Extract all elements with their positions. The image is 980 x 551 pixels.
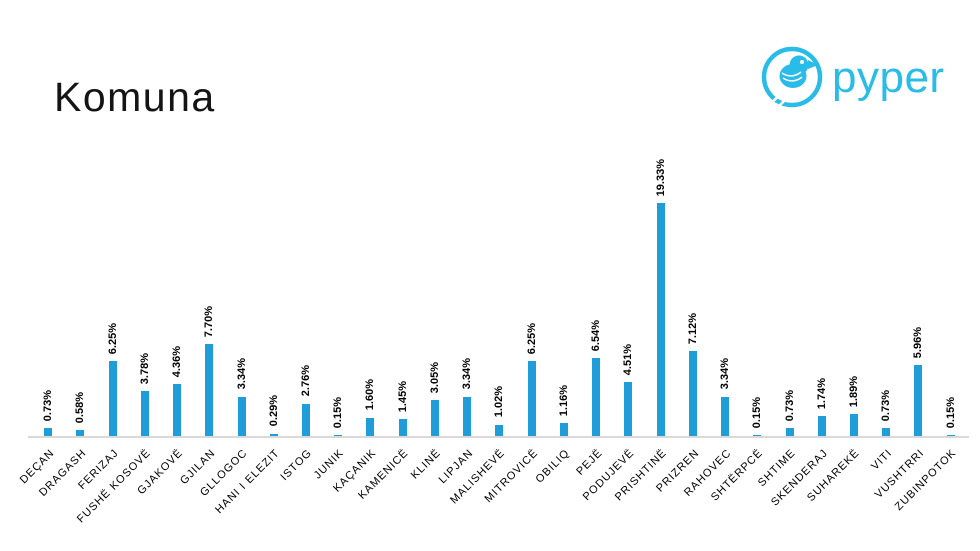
bar xyxy=(269,433,278,437)
bar-column: 19.33% PRISHTINË xyxy=(613,140,676,504)
category-label: ISTOG xyxy=(278,447,315,484)
bar-value-label: 0.29% xyxy=(267,395,280,427)
bar xyxy=(527,361,536,437)
category-label: PEJË xyxy=(573,447,605,478)
bar-column: 7.12% PRIZREN xyxy=(654,140,709,495)
bar xyxy=(688,350,697,437)
bird-icon xyxy=(761,55,818,112)
bar xyxy=(914,364,923,437)
bar-column: 1.89% SUHAREKË xyxy=(806,140,870,504)
bar xyxy=(366,417,375,437)
bar xyxy=(430,400,439,437)
bar xyxy=(721,396,730,437)
bar xyxy=(624,382,633,437)
bar-column: 4.36% GJAKOVË xyxy=(135,140,193,497)
bar-value-label: 1.16% xyxy=(557,384,570,416)
bar-column: 6.25% FERIZAJ xyxy=(76,140,128,492)
bar-value-label: 3.78% xyxy=(138,353,151,385)
bar-column: 6.54% PEJË xyxy=(574,140,612,478)
bar-chart-plot-area: 0.73% DEÇAN 0.58% DRAGASH 6.25% FERIZAJ 3.78% F… xyxy=(17,140,967,526)
bar-column: 1.16% OBILIQ xyxy=(534,140,580,486)
bar xyxy=(817,415,826,437)
page-title: Komuna xyxy=(54,74,216,120)
bar-column: 0.73% DEÇAN xyxy=(17,140,64,486)
bar xyxy=(205,343,214,437)
bar-value-label: 3.05% xyxy=(428,361,441,394)
bar-value-label: 0.15% xyxy=(751,396,764,429)
bar-value-label: 1.60% xyxy=(364,379,377,411)
bar-column: 3.34% GLLOGOC xyxy=(198,140,257,499)
bar-value-label: 2.76% xyxy=(299,365,312,397)
bar-value-label: 0.15% xyxy=(944,396,957,429)
bar xyxy=(495,424,504,437)
bar xyxy=(463,396,472,437)
logo-circle xyxy=(761,46,823,108)
bar-value-label: 4.36% xyxy=(171,346,183,378)
bar-value-label: 1.74% xyxy=(815,377,828,409)
bar-column: 5.96% VUSHTRRI xyxy=(873,140,934,501)
bar-value-label: 5.96% xyxy=(912,326,925,358)
bar-column: 0.73% VITI xyxy=(869,140,902,473)
bar xyxy=(849,414,858,437)
bar-value-label: 0.58% xyxy=(74,391,87,423)
bar xyxy=(237,396,246,437)
bar-column: 6.25% MITROVICË xyxy=(482,140,548,505)
bar-column: 1.60% KAÇANIK xyxy=(331,140,386,494)
bar-value-label: 1.02% xyxy=(493,386,506,418)
bar xyxy=(44,428,53,437)
bar-column: 0.58% DRAGASH xyxy=(37,140,96,499)
bar xyxy=(882,428,891,437)
bar-value-label: 6.54% xyxy=(590,319,603,351)
bar xyxy=(398,419,407,437)
bar-value-label: 3.34% xyxy=(718,358,731,390)
bar xyxy=(140,391,149,437)
bar-column: 4.51% PODUJEVË xyxy=(581,140,644,503)
bar-column: 0.15% JUNIK xyxy=(312,140,354,482)
bar xyxy=(592,357,601,437)
bar-column: 3.34% RAHOVEC xyxy=(682,140,741,499)
bar-column: 0.15% SHTËRPCË xyxy=(709,140,773,504)
bar-value-label: 6.25% xyxy=(525,323,538,355)
category-label: ZUBINPOTOK xyxy=(893,447,960,513)
pyper-logo: pyper xyxy=(761,46,945,112)
bar-column: 2.76% ISTOG xyxy=(278,140,322,483)
bar-column: 0.73% SHTIME xyxy=(756,140,805,489)
bar xyxy=(559,422,568,437)
bar xyxy=(785,428,794,437)
bar-column: 3.78% FUSHË KOSOVË xyxy=(75,140,161,525)
bar-column: 7.70% GJILAN xyxy=(178,140,225,487)
bar-column: 1.45% KAMENICË xyxy=(356,140,419,502)
bar-column: 3.05% KLINË xyxy=(409,140,451,482)
bar-column: 1.74% SKENDERAJ xyxy=(769,140,838,509)
bar-column: 3.34% LIPJAN xyxy=(437,140,483,486)
bar-value-label: 0.73% xyxy=(880,389,893,422)
category-label: OBILIQ xyxy=(533,447,573,486)
bar-value-label: 4.51% xyxy=(622,344,635,376)
bar-value-label: 7.70% xyxy=(203,305,216,337)
bird-eye xyxy=(800,60,804,64)
bar-value-label: 3.34% xyxy=(235,358,248,390)
bar xyxy=(301,403,310,437)
bar-column: 0.15% ZUBINPOTOK xyxy=(893,140,967,513)
bar-value-label: 1.89% xyxy=(847,375,860,408)
bar-value-label: 19.33% xyxy=(654,158,667,197)
category-label: VITI xyxy=(869,447,895,473)
bar-value-label: 6.25% xyxy=(106,323,119,355)
bar xyxy=(76,429,85,437)
bar xyxy=(173,384,182,437)
bar-value-label: 1.45% xyxy=(396,381,409,413)
bar-column: 1.02% MALISHEVË xyxy=(449,140,515,506)
bar-value-label: 0.73% xyxy=(42,389,55,422)
logo-text: pyper xyxy=(832,53,945,102)
bar xyxy=(656,203,665,437)
x-axis-line xyxy=(28,436,969,438)
bar-value-label: 3.34% xyxy=(461,358,474,390)
bar xyxy=(108,361,117,437)
bar-value-label: 7.12% xyxy=(686,312,699,344)
bar-column: 0.29% HANI I ELEZIT xyxy=(213,140,290,516)
bar-value-label: 0.73% xyxy=(783,389,796,422)
bar-value-label: 0.15% xyxy=(332,396,345,429)
